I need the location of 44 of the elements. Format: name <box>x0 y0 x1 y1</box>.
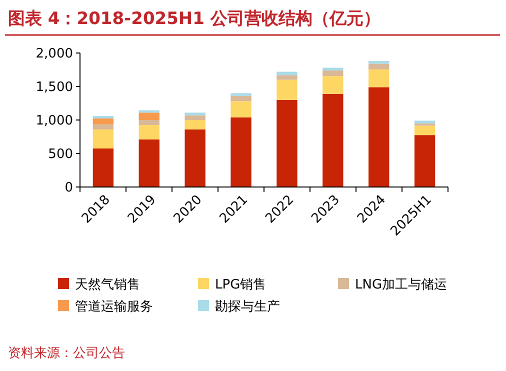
y-tick-label: 500 <box>48 147 73 162</box>
bar <box>138 139 160 187</box>
bar <box>368 87 390 187</box>
y-tick-label: 0 <box>64 180 73 196</box>
bar <box>92 129 114 148</box>
bar <box>184 120 206 130</box>
bar <box>138 112 160 120</box>
legend-label: 管道运输服务 <box>75 300 153 315</box>
legend-label: 天然气销售 <box>75 278 140 293</box>
legend-label: LNG加工与储运 <box>355 278 448 293</box>
chart-title: 图表 4：2018-2025H1 公司营收结构（亿元） <box>8 9 380 29</box>
bar <box>322 76 344 94</box>
legend-label: LPG销售 <box>215 278 266 293</box>
bar <box>230 93 252 96</box>
bar <box>138 120 160 126</box>
bar <box>184 112 206 116</box>
bar <box>184 115 206 120</box>
bar <box>322 68 344 70</box>
bar <box>230 117 252 187</box>
bar <box>414 135 436 187</box>
bar <box>276 75 298 80</box>
bar <box>184 129 206 187</box>
bar <box>414 126 436 136</box>
bar <box>276 80 298 100</box>
bar <box>92 124 114 130</box>
bar <box>322 70 344 76</box>
bar <box>92 116 114 118</box>
bar <box>230 101 252 118</box>
bar <box>230 96 252 102</box>
y-tick-label: 1,000 <box>36 114 73 129</box>
bar <box>92 118 114 124</box>
y-tick-label: 2,000 <box>36 46 73 62</box>
bar <box>276 72 298 76</box>
bar <box>138 125 160 140</box>
bar <box>276 100 298 187</box>
y-tick-label: 1,500 <box>36 80 73 96</box>
text: 资料来源：公司公告 <box>8 346 125 361</box>
bar <box>368 64 390 70</box>
bar <box>92 148 114 187</box>
bar <box>368 61 390 64</box>
bar <box>368 69 390 88</box>
legend-label: 勘探与生产 <box>215 300 280 315</box>
bar <box>322 94 344 187</box>
bar <box>414 120 436 124</box>
